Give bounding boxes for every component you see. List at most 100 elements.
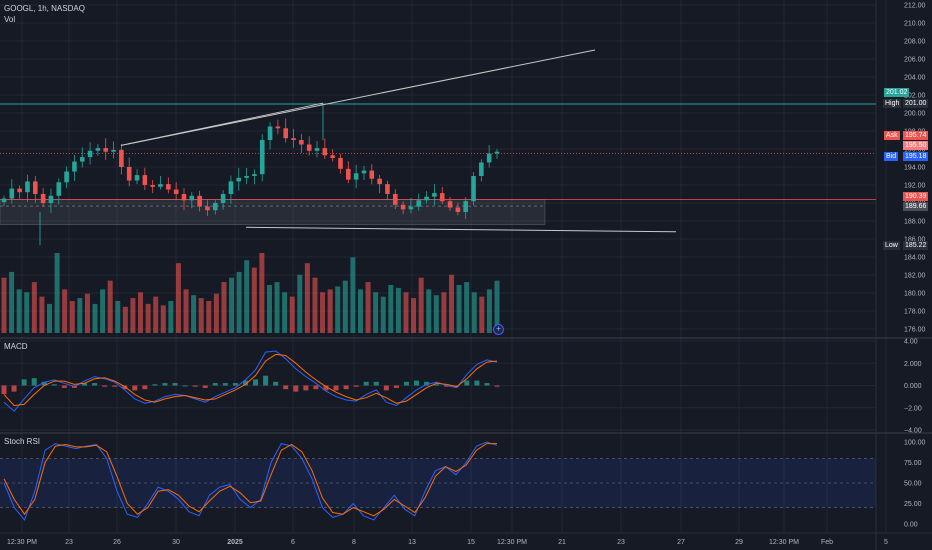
volume-bar [357,289,363,333]
candle-body [369,170,375,179]
candle-body [463,201,468,212]
bid-value-tag: 195.18 [903,152,929,161]
zone-top-tag: 190.39 [903,192,929,201]
time-tick-label: 21 [558,539,566,546]
price-tick-label: 192.00 [904,183,926,190]
volume-bar [69,301,75,333]
macd-histogram-bar [484,383,490,386]
time-tick-label: 23 [617,539,625,546]
candle-body [299,140,304,145]
macd-histogram-bar [393,385,399,388]
price-tick-label: 178.00 [904,309,926,316]
macd-histogram-bar [434,384,440,386]
last-price-tag: 195.50 [903,141,929,150]
time-tick-label: 27 [677,539,685,546]
time-tick-label: Feb [821,539,833,546]
macd-histogram-bar [353,385,359,387]
candle-body [212,203,218,211]
price-tick-label: 186.00 [904,237,926,244]
volume-bar [138,292,144,333]
stoch-tick-label: 100.00 [904,440,926,447]
volume-bar [312,277,318,333]
candle-body [353,173,359,180]
volume-bar [479,296,485,333]
volume-bar [236,271,242,333]
volume-bar [342,280,348,333]
macd-histogram-bar [283,385,289,390]
candle-body [314,148,320,151]
candle-body [64,171,69,183]
volume-bar [403,292,409,333]
macd-histogram-bar [162,383,168,386]
volume-bar [380,296,386,333]
candle-body [72,161,77,172]
candle-body [346,168,351,180]
time-tick-label: 30 [172,539,180,546]
candle-body [79,157,85,162]
macd-histogram-bar [293,385,299,392]
macd-histogram-bar [333,385,339,391]
macd-histogram-bar [323,385,329,391]
macd-tick-label: −2.00 [904,405,922,412]
macd-histogram-bar [142,385,148,390]
macd-histogram-bar [112,385,118,387]
support-zone [0,199,546,226]
candle-body [471,176,476,202]
macd-histogram-bar [363,381,369,386]
volume-bar [62,289,68,333]
volume-bar [441,292,447,333]
volume-bar [365,282,371,333]
price-tick-label: 182.00 [904,273,926,280]
candle-body [267,126,273,140]
volume-bar [411,298,417,333]
candle-body [181,194,187,201]
volume-bar [1,277,7,333]
candle-body [432,193,437,197]
upper-trendline [120,49,596,146]
candle-body [455,207,461,212]
candle-body [252,174,257,176]
candle-body [439,193,445,202]
price-tick-label: 180.00 [904,291,926,298]
candle-body [275,126,281,129]
macd-histogram-bar [1,385,7,395]
macd-label: MACD [4,342,28,351]
candle-body [1,198,7,203]
candle-body [330,155,335,158]
volume-bar [373,292,379,333]
macd-histogram-bar [102,385,108,387]
volume-bar [266,285,272,333]
candle-body [424,196,429,201]
macd-histogram-bar [212,383,218,386]
candle-body [259,140,265,175]
candle-body [291,138,296,140]
candle-body [494,151,500,154]
candle-body [236,177,242,182]
volume-bar [464,282,470,333]
low-label: Low [883,241,900,250]
candle-body [479,162,484,176]
volume-bar [145,303,151,333]
high-label: High [883,99,902,108]
time-tick-label: 23 [65,539,73,546]
price-tick-label: 194.00 [904,165,926,172]
candle-body [322,148,328,156]
candle-body [306,144,312,151]
volume-bar [130,298,136,333]
stoch-k-line [3,441,498,521]
candle-body [17,188,22,193]
volume-bar [244,260,250,333]
macd-histogram-bar [222,383,228,386]
candle-body [392,194,398,205]
volume-bar [486,289,492,333]
volume-bar [100,289,106,333]
volume-bar [9,271,15,333]
volume-bar [320,292,326,333]
macd-histogram-bar [92,383,98,386]
add-indicator-button[interactable]: + [493,324,504,335]
price-tick-label: 200.00 [904,111,926,118]
macd-line [3,350,498,412]
macd-histogram-bar [172,383,178,386]
macd-histogram-bar [424,381,430,386]
